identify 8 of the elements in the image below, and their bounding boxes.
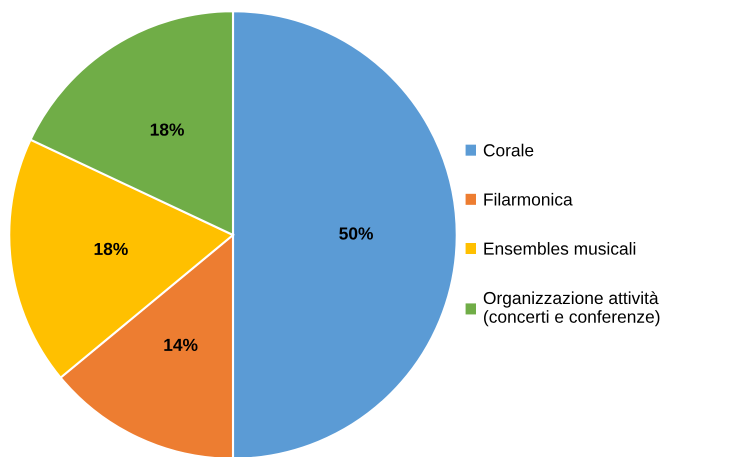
data-label: 50% [339, 227, 373, 240]
legend-label: Organizzazione attività (concerti e conferenze) [484, 291, 660, 326]
legend-label: Ensembles musicali [484, 242, 636, 255]
data-label: 18% [150, 123, 184, 136]
data-label: 14% [164, 338, 198, 351]
legend-label: Filarmonica [484, 192, 573, 206]
legend-label: Corale [484, 144, 534, 156]
data-label: 18% [94, 242, 128, 256]
